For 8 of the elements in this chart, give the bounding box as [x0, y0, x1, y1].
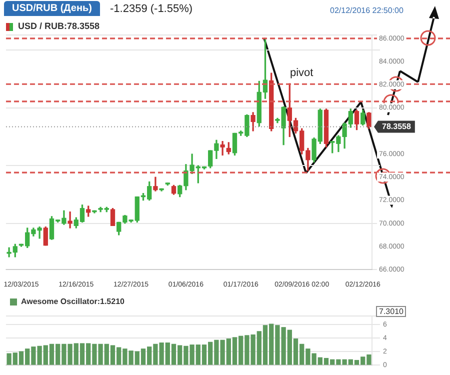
- annotation: pivot: [290, 67, 314, 79]
- chart-title: USD/RUB (День): [4, 1, 100, 16]
- text: 02/12/2016 22:50:00: [330, 6, 404, 15]
- chart-subtitle: USD / RUB:78.3558: [18, 21, 100, 31]
- legend-label: Awesome Oscillator:1.5210: [21, 297, 126, 306]
- ref-line-label: 78.3558: [382, 122, 412, 132]
- text: 7.3010: [376, 306, 406, 317]
- text: -1.2359 (-1.55%): [110, 3, 193, 15]
